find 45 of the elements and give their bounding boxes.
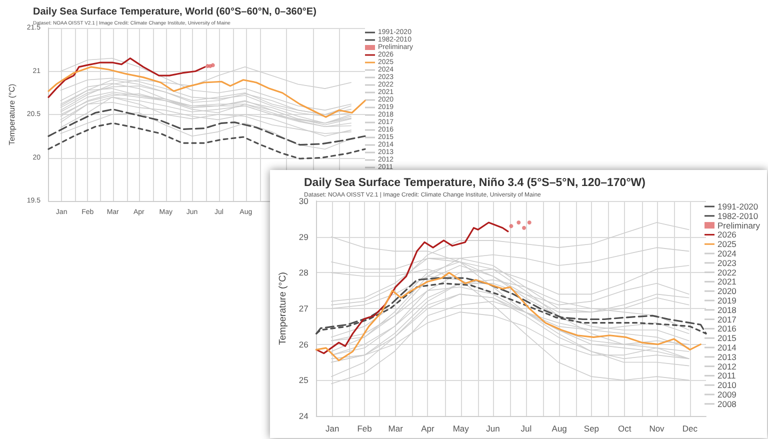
y-axis-title: Temperature (°C)	[8, 83, 16, 146]
y-axis-title: Temperature (°C)	[278, 272, 288, 345]
legend-label: 2017	[717, 314, 737, 324]
legend-label: 2023	[717, 258, 737, 268]
legend-label: 2014	[717, 342, 737, 352]
legend-label: 2021	[717, 276, 737, 287]
legend-label: 2013	[717, 352, 737, 362]
legend-label: 2018	[717, 304, 737, 315]
x-tick-label: Jun	[486, 424, 500, 434]
y-tick-label: 28	[298, 268, 309, 278]
legend-label: Preliminary	[717, 220, 761, 230]
legend-label: 2011	[717, 370, 736, 381]
x-tick-label: Dec	[682, 424, 698, 434]
y-tick-label: 26	[298, 339, 309, 350]
y-tick-label: 30	[298, 196, 309, 206]
legend-label: 2008	[717, 398, 737, 409]
x-tick-label: Jul	[520, 424, 532, 434]
legend-label: 1991-2020	[717, 202, 758, 212]
x-tick-label: Feb	[357, 424, 372, 434]
x-tick-label: Mar	[388, 424, 404, 434]
legend-label: 2020	[717, 286, 737, 296]
y-tick-label: 24	[298, 411, 309, 421]
legend-label: 2024	[717, 248, 737, 258]
y-tick-label: 27	[298, 304, 309, 314]
legend-label: 2022	[717, 267, 737, 278]
x-tick-label: Oct	[618, 424, 632, 434]
legend-label: 2009	[717, 390, 737, 400]
x-tick-label: Sep	[584, 424, 600, 434]
x-tick-label: May	[452, 424, 470, 434]
legend-label: 1982-2010	[717, 210, 758, 221]
legend-label: 2012	[717, 361, 737, 372]
y-tick-label: 29	[298, 232, 309, 242]
y-tick-label: 25	[298, 375, 309, 386]
legend-label: 2019	[717, 296, 737, 306]
legend-label: 2026	[717, 230, 737, 240]
x-tick-label: Aug	[552, 424, 568, 434]
x-tick-label: Jan	[326, 424, 340, 434]
x-tick-label: Apr	[421, 424, 434, 434]
legend-label: 2015	[717, 333, 737, 344]
chart-title: Daily Sea Surface Temperature, Niño 3.4 (5°S–5°N, 120–170°W)	[304, 177, 646, 189]
legend-label: 2010	[717, 380, 737, 390]
legend-label: 2025	[717, 239, 737, 250]
x-tick-label: Nov	[649, 424, 666, 434]
legend-label: 2016	[717, 324, 737, 334]
chart-title: Daily Sea Surface Temperature, World (60°S–60°N, 0–360°E)	[33, 6, 316, 18]
